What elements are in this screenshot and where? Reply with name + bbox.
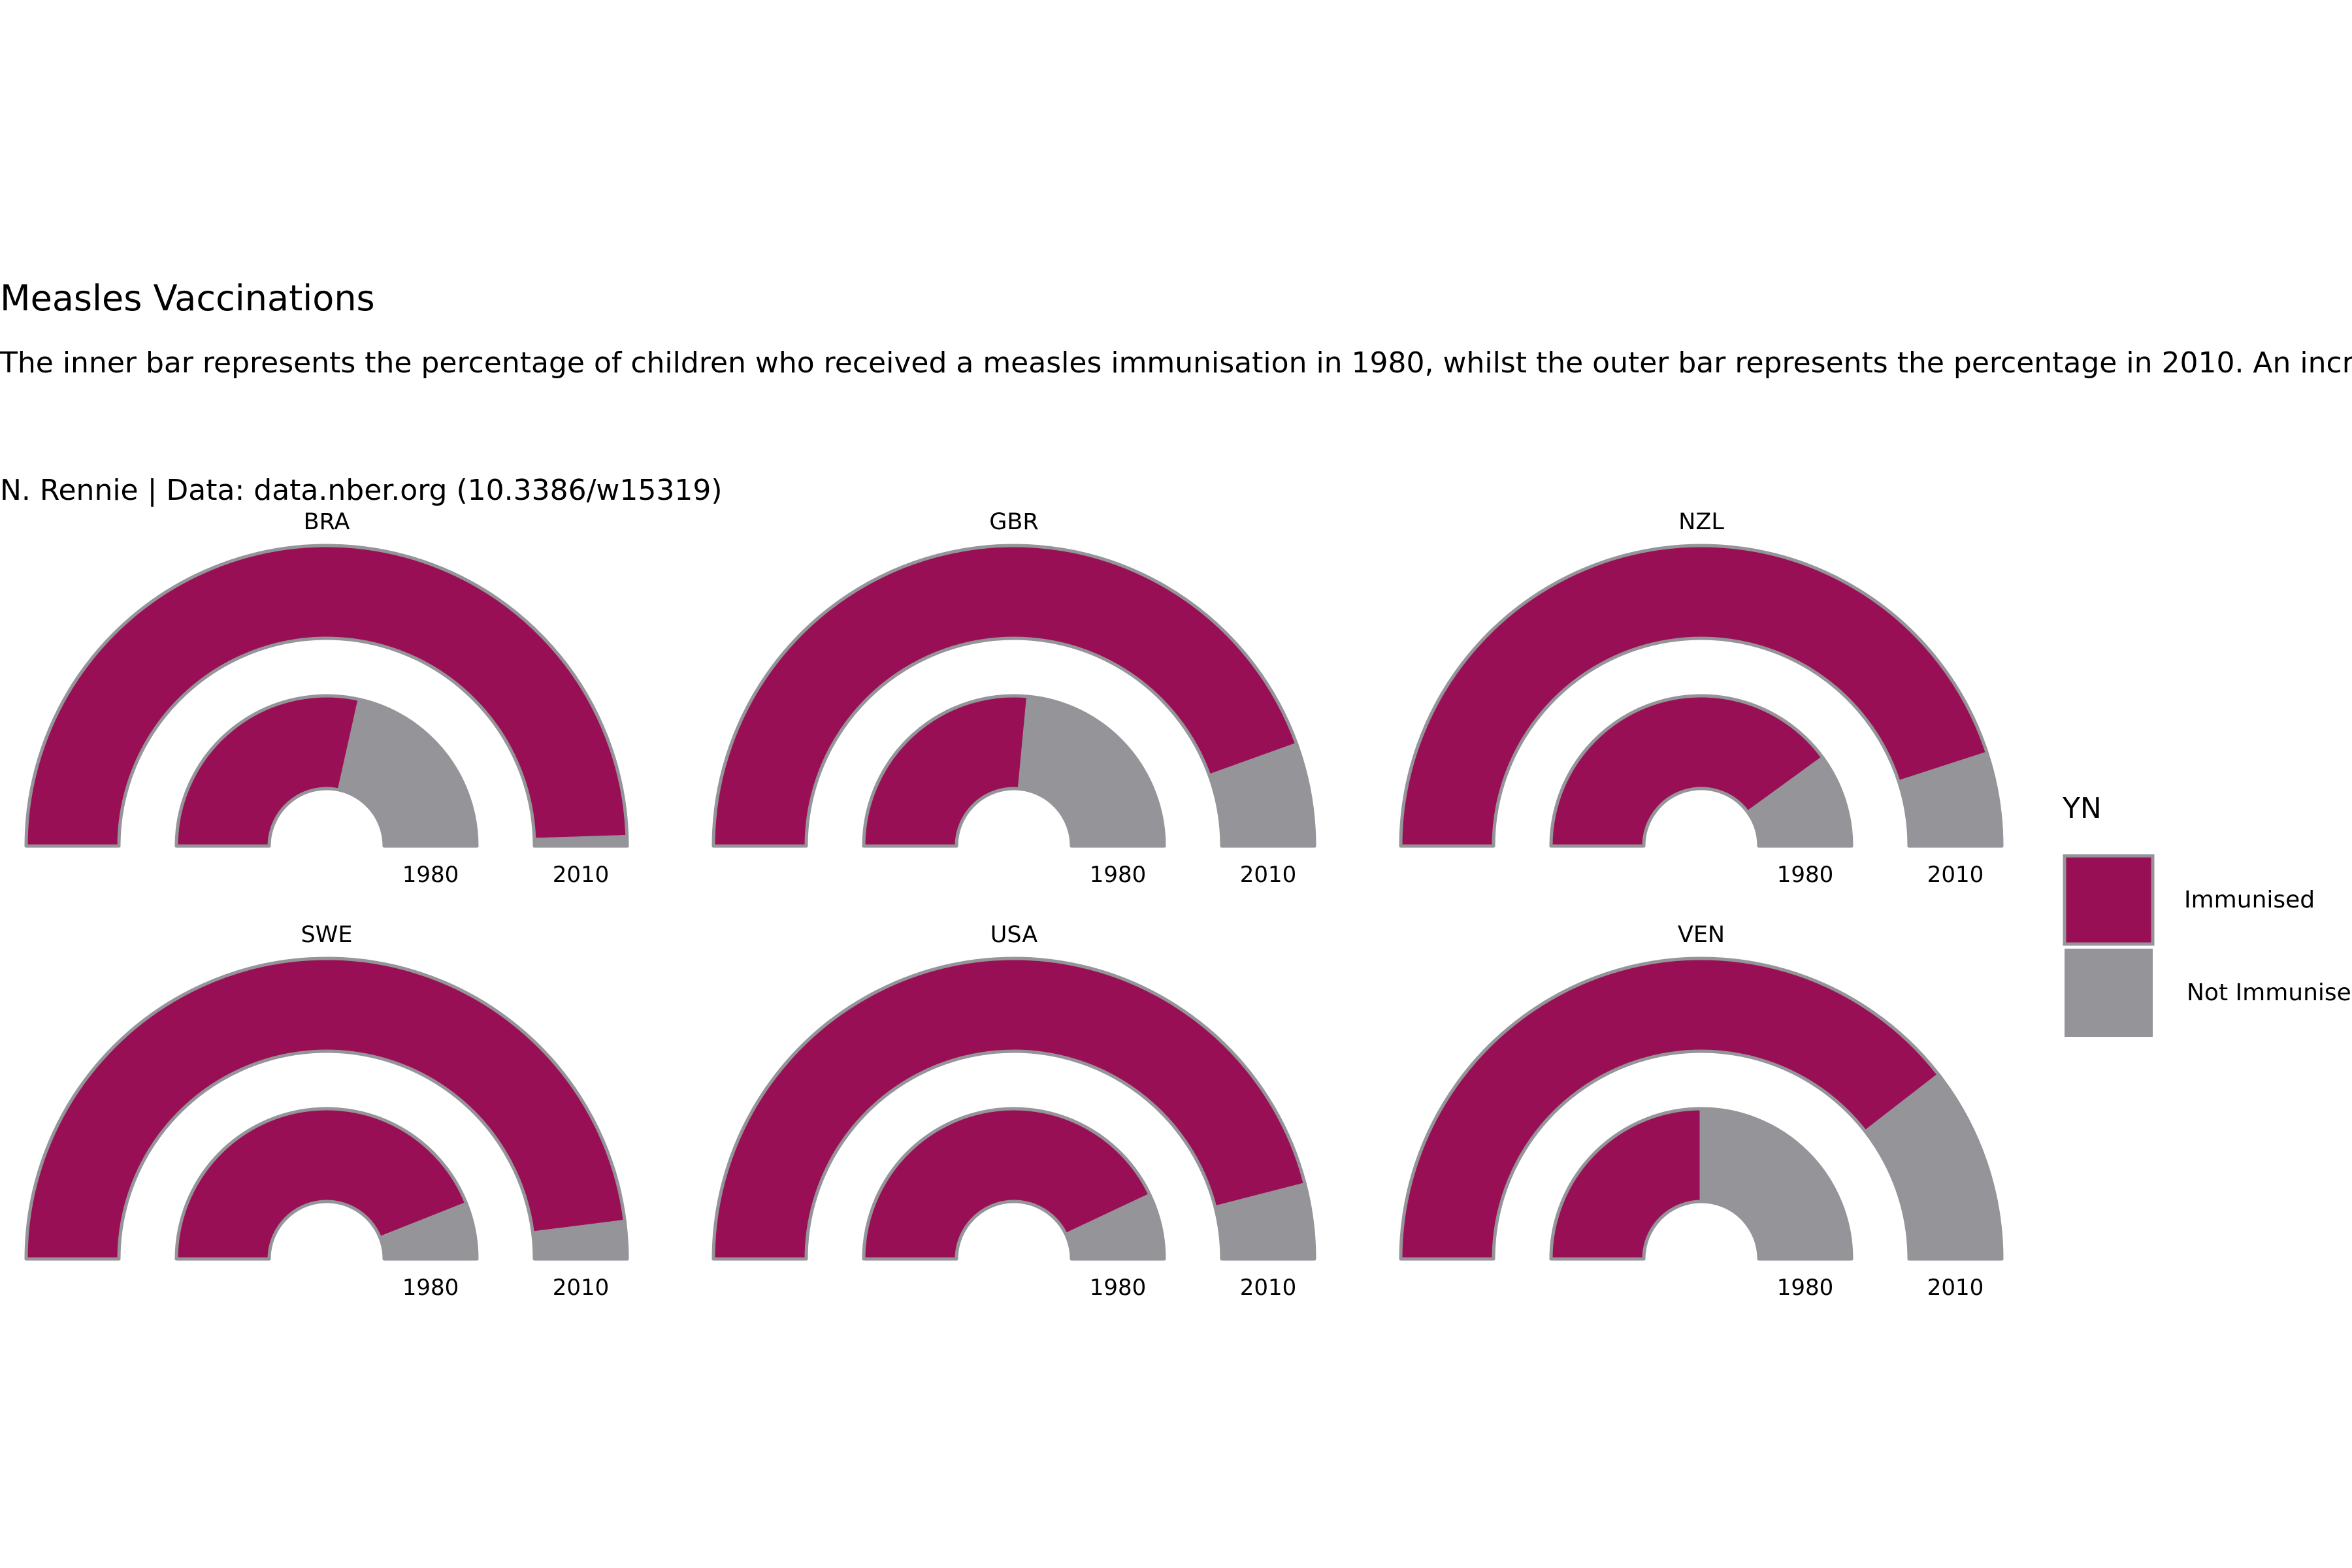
panel-bra: BRA 1980 2010 <box>24 509 629 888</box>
inner-bar-immunised <box>174 694 361 848</box>
ring-year-label: 2010 <box>1240 862 1297 888</box>
panel-usa: USA 1980 2010 <box>711 922 1316 1301</box>
ring-year-label: 2010 <box>553 1275 610 1301</box>
outer-bar-immunised <box>711 544 1299 848</box>
ring-year-label: 2010 <box>1927 862 1984 888</box>
outer-bar-immunised <box>24 956 627 1261</box>
ring-year-label: 1980 <box>402 862 459 888</box>
inner-bar-not-immunised <box>1699 1107 1854 1261</box>
panel-ven: VEN 1980 2010 <box>1399 922 2004 1301</box>
facet-panels: BRA 1980 2010 GBR 1980 2010 NZL 1980 2010 SWE 1980… <box>24 509 2004 1301</box>
inner-bar-not-immunised <box>1017 694 1166 848</box>
chart-title: Measles Vaccinations <box>0 278 375 319</box>
panel-title: BRA <box>304 509 350 535</box>
outer-bar-immunised <box>711 956 1307 1261</box>
outer-bar-not-immunised <box>1863 1073 2004 1261</box>
outer-bar-not-immunised <box>1897 751 2004 848</box>
legend-label-immunised: Immunised <box>2184 887 2315 913</box>
outer-bar-not-immunised <box>532 835 629 848</box>
ring-year-label: 1980 <box>402 1275 459 1301</box>
legend-key-not-immunised <box>2065 949 2153 1037</box>
chart-subtitle: The inner bar represents the percentage … <box>0 346 2352 380</box>
legend-label-not-immunised: Not Immunised <box>2187 979 2352 1006</box>
ring-year-label: 1980 <box>1777 1275 1834 1301</box>
outer-bar-not-immunised <box>531 1219 629 1261</box>
legend-title: YN <box>2062 792 2102 825</box>
panel-title: SWE <box>301 922 353 948</box>
outer-bar-immunised <box>1399 956 1940 1261</box>
inner-bar-not-immunised <box>378 1201 479 1261</box>
inner-bar-not-immunised <box>1064 1193 1166 1261</box>
inner-bar-immunised <box>862 694 1030 848</box>
ring-year-label: 2010 <box>1240 1275 1297 1301</box>
outer-bar-not-immunised <box>1207 742 1316 848</box>
panel-gbr: GBR 1980 2010 <box>711 509 1316 888</box>
ring-year-label: 1980 <box>1777 862 1834 888</box>
outer-bar-immunised <box>1399 544 1989 848</box>
inner-bar-immunised <box>1549 694 1825 848</box>
inner-bar-immunised <box>174 1107 468 1261</box>
panel-title: USA <box>990 922 1037 948</box>
panel-title: VEN <box>1678 922 1725 948</box>
ring-year-label: 1980 <box>1090 1275 1147 1301</box>
panel-title: NZL <box>1678 509 1724 535</box>
chart-caption: N. Rennie | Data: data.nber.org (10.3386… <box>0 474 723 507</box>
ring-year-label: 1980 <box>1090 862 1147 888</box>
ring-year-label: 2010 <box>553 862 610 888</box>
inner-bar-immunised <box>1549 1107 1703 1261</box>
legend: YN Immunised Not Immunised <box>2062 792 2352 1037</box>
panel-nzl: NZL 1980 2010 <box>1399 509 2004 888</box>
outer-bar-immunised <box>24 544 629 848</box>
panel-title: GBR <box>989 509 1038 535</box>
panel-swe: SWE 1980 2010 <box>24 922 629 1301</box>
ring-year-label: 2010 <box>1927 1275 1984 1301</box>
inner-bar-not-immunised <box>337 698 479 848</box>
inner-bar-not-immunised <box>1746 756 1854 848</box>
inner-bar-immunised <box>862 1107 1152 1261</box>
outer-bar-not-immunised <box>1213 1183 1316 1261</box>
legend-key-immunised <box>2063 854 2155 946</box>
